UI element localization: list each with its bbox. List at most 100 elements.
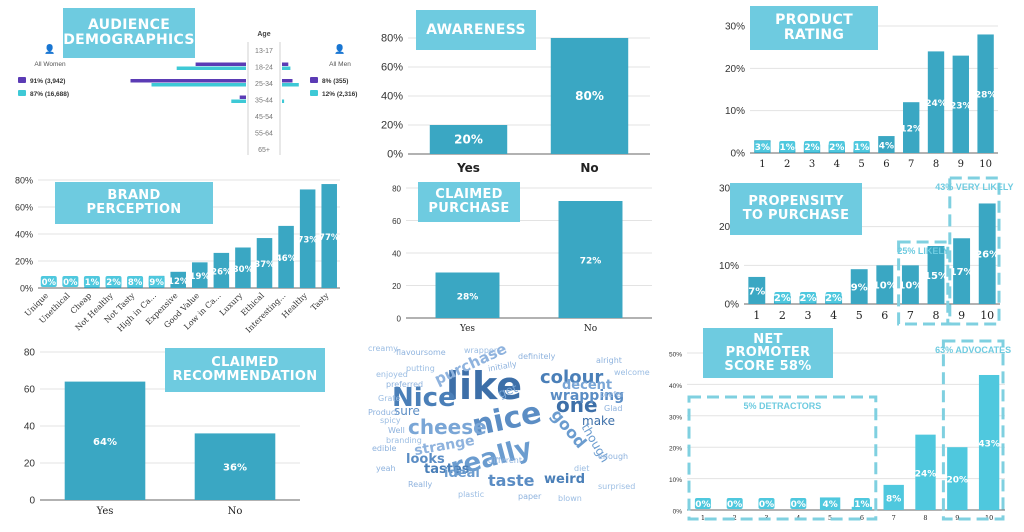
y-tick-label: 20: [24, 459, 36, 470]
x-tick-label: 5: [856, 309, 863, 322]
y-tick-label: 40%: [669, 383, 682, 390]
y-tick-label: 10%: [719, 261, 739, 272]
cloud-word: colour: [540, 367, 604, 388]
y-tick-label: 10%: [669, 477, 682, 484]
legend-swatch: [310, 77, 318, 83]
data-label: 0%: [791, 500, 806, 510]
data-label-bg: [822, 498, 839, 509]
data-label: 1%: [780, 143, 795, 153]
x-tick-label: 2: [779, 309, 786, 322]
women-legend-value: 87% (16,688): [30, 91, 69, 98]
cloud-word: Product: [368, 408, 399, 417]
x-tick-label: 10: [980, 309, 994, 322]
x-tick-label: 7: [908, 159, 914, 170]
y-tick-label: 20%: [381, 120, 403, 132]
age-category-label: 65+: [258, 147, 270, 154]
data-label: 17%: [950, 267, 974, 278]
cloud-word: enjoyed: [376, 370, 408, 379]
bar: [748, 276, 766, 304]
nps-title: NET PROMOTER SCORE 58%: [703, 328, 833, 378]
men-label: All Men: [329, 61, 351, 68]
age-category-label: 45-54: [255, 114, 273, 121]
data-label: 73%: [297, 236, 318, 246]
data-label: 0%: [63, 278, 78, 288]
x-tick-label: 8: [933, 159, 939, 170]
data-label-bg: [694, 498, 711, 509]
brand-title: BRAND PERCEPTION: [55, 182, 213, 224]
data-label: 9%: [149, 278, 164, 288]
data-label: 1%: [854, 500, 869, 510]
cloud-word: cheese: [408, 415, 487, 439]
x-tick-label: 1: [753, 309, 760, 322]
data-label-bg: [62, 276, 79, 287]
cloud-word: Nice: [392, 383, 456, 413]
bar: [927, 246, 945, 304]
bar: [84, 286, 100, 288]
cloud-word: one: [556, 393, 598, 417]
bar: [978, 374, 1000, 510]
demographics-title: AUDIENCE DEMOGRAPHICS: [63, 8, 195, 58]
legend-swatch: [18, 77, 26, 83]
data-label-bg: [40, 276, 57, 287]
cloud-word: welcome: [614, 368, 650, 377]
y-tick-label: 0: [397, 315, 402, 324]
data-label-bg: [83, 276, 100, 287]
rating-chart: 0% 10% 20% 30% 3% 1 1% 2 2% 3 2% 4 1% 5 4% 6 12% 7 24% 8 23%…: [725, 22, 998, 170]
y-tick-label: 20: [392, 282, 401, 291]
data-label-bg: [105, 276, 122, 287]
data-label: 24%: [915, 469, 937, 479]
cloud-word: Glad: [604, 404, 623, 413]
bar: [850, 269, 868, 304]
x-tick-label: 6: [860, 514, 864, 522]
bar-men-prior: [282, 66, 291, 70]
bar-women-prior: [151, 83, 246, 87]
age-category-label: 18-24: [255, 65, 273, 72]
y-tick-label: 50%: [669, 352, 682, 359]
male-user-icon: 👤: [334, 43, 345, 54]
y-tick-label: 80: [24, 348, 36, 359]
x-tick-label: 5: [858, 159, 864, 170]
y-tick-label: 0%: [731, 149, 746, 160]
bar-women-current: [195, 62, 246, 66]
data-label: 7%: [748, 286, 765, 297]
cloud-word: tastes: [424, 462, 470, 477]
propensity-chart: 0% 10% 20% 30% 7% 1 2% 2 2% 3 2% 4 9% 5 10% 6 10% 7 15% 8 17…: [719, 176, 1014, 326]
y-tick-label: 60: [392, 217, 401, 226]
data-label: 80%: [575, 89, 604, 103]
cloud-word: edible: [372, 444, 397, 453]
bar-men-current: [282, 79, 293, 83]
data-label-bg: [853, 141, 870, 152]
bar-women-current: [130, 79, 246, 83]
men-legend-value: 12% (2,316): [322, 91, 357, 98]
y-tick-label: 40: [24, 422, 36, 433]
x-tick-label: 2: [784, 159, 790, 170]
x-tick-label: 9: [955, 514, 959, 522]
x-tick-label: Yes: [96, 506, 114, 517]
recommendation-chart: 0 20 40 60 80 64% Yes 36% No: [24, 348, 300, 517]
bar: [977, 34, 994, 153]
x-tick-label: 1: [759, 159, 765, 170]
legend-swatch: [310, 90, 318, 96]
bar: [429, 125, 508, 154]
age-category-label: 25-34: [255, 81, 273, 88]
bar: [953, 238, 971, 304]
cloud-word: make: [582, 414, 615, 428]
awareness-title: AWARENESS: [416, 10, 536, 50]
x-tick-label: 2: [733, 514, 737, 522]
cloud-word: flavoursome: [396, 348, 446, 357]
cloud-word: yeah: [376, 464, 396, 473]
men-legend-value: 8% (355): [322, 78, 348, 85]
cloud-word: enough: [598, 452, 629, 461]
bar-men-prior: [282, 99, 285, 103]
data-label: 20%: [947, 476, 969, 486]
y-tick-label: 10%: [725, 106, 745, 117]
bar: [213, 252, 230, 288]
female-user-icon: 👤: [44, 43, 55, 54]
y-tick-label: 20%: [669, 446, 682, 453]
nps-panel: 0% 10% 20% 30% 40% 50% 0% 1 0% 2 0% 3 0% 4 4% 5 1% 6 8% 7 24…: [655, 325, 1024, 532]
cloud-word: Really: [408, 480, 433, 489]
data-label: 72%: [580, 257, 602, 267]
data-label: 43%: [978, 439, 1000, 449]
bar: [903, 102, 920, 153]
y-tick-label: 60%: [15, 203, 33, 213]
